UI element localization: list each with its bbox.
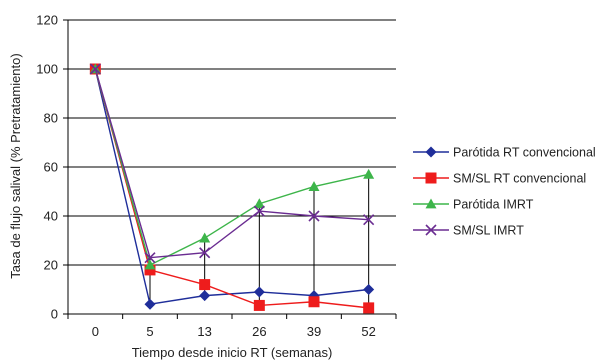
series-line — [94, 68, 369, 309]
y-tick-label: 40 — [44, 209, 58, 224]
data-point — [253, 198, 265, 209]
y-tick-label: 0 — [51, 307, 58, 322]
data-point — [363, 284, 375, 295]
x-tick-label: 5 — [146, 324, 153, 339]
x-axis-title: Tiempo desde inicio RT (semanas) — [132, 345, 333, 360]
y-axis-title: Tasa de flujo salival (% Pretratamiento) — [8, 53, 23, 278]
axes — [63, 19, 397, 319]
marker-stroke — [308, 210, 320, 222]
legend: Parótida RT convencional SM/SL RT convenc… — [413, 146, 596, 238]
data-point — [144, 259, 156, 270]
y-tick-label: 20 — [44, 258, 58, 273]
series-line — [94, 68, 369, 267]
data-point — [363, 302, 375, 314]
x-tick-label: 0 — [92, 324, 99, 339]
marker-stroke — [363, 214, 375, 226]
data-point — [199, 232, 211, 243]
legend-item: SM/SL IMRT — [413, 224, 524, 238]
series-1 — [89, 63, 375, 310]
data-point — [199, 247, 211, 259]
data-point — [199, 290, 211, 302]
y-tick-label: 120 — [36, 13, 58, 28]
legend-marker — [425, 146, 437, 158]
series-line — [94, 68, 369, 259]
legend-marker — [425, 224, 437, 236]
y-tick-label: 60 — [44, 160, 58, 175]
data-point — [253, 205, 265, 217]
legend-label: Parótida IMRT — [453, 198, 534, 212]
marker-stroke — [253, 205, 265, 217]
data-point — [144, 298, 156, 310]
x-tick-label: 52 — [361, 324, 375, 339]
data-point — [253, 286, 265, 298]
data-point — [144, 252, 156, 264]
data-point — [144, 264, 156, 276]
data-point — [89, 63, 101, 75]
marker-stroke — [89, 63, 101, 75]
data-point — [308, 181, 320, 191]
series-2 — [89, 63, 375, 314]
legend-item: Parótida RT convencional — [413, 146, 596, 160]
data-point — [308, 210, 320, 222]
y-tick-label: 100 — [36, 62, 58, 77]
data-point — [199, 279, 211, 291]
series-4 — [89, 63, 375, 264]
drop-lines — [149, 174, 370, 308]
series-line — [94, 68, 369, 305]
y-tick-label: 80 — [44, 111, 58, 126]
legend-label: Parótida RT convencional — [453, 146, 596, 160]
legend-marker — [425, 198, 437, 209]
legend-item: Parótida IMRT — [413, 198, 534, 212]
data-point — [253, 299, 265, 311]
series-group — [89, 63, 375, 314]
x-tick-label: 13 — [197, 324, 211, 339]
marker-stroke — [199, 247, 211, 259]
legend-label: SM/SL RT convencional — [453, 172, 586, 186]
x-tick-label: 26 — [252, 324, 266, 339]
x-tick-label: 39 — [307, 324, 321, 339]
data-point — [363, 214, 375, 226]
data-point — [308, 296, 320, 308]
legend-label: SM/SL IMRT — [453, 224, 524, 238]
legend-item: SM/SL RT convencional — [413, 172, 586, 186]
marker-stroke — [425, 224, 437, 236]
data-point — [363, 168, 375, 179]
series-3 — [89, 63, 375, 270]
marker-stroke — [144, 252, 156, 264]
tick-labels: 0 20 40 60 80 100 120 0 5 13 26 39 52 — [36, 13, 376, 340]
legend-marker — [425, 172, 437, 184]
